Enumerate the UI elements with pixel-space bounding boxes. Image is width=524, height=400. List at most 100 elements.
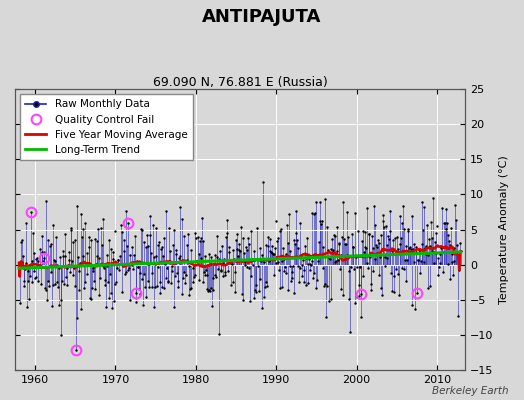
Point — [16, 260, 25, 267]
Point — [247, 228, 256, 234]
Point — [116, 253, 124, 260]
Point — [77, 306, 85, 312]
Point — [411, 249, 420, 256]
Point — [433, 223, 441, 229]
Point — [347, 253, 355, 259]
Point — [243, 247, 252, 253]
Point — [72, 203, 81, 210]
Point — [276, 228, 285, 234]
Point — [83, 250, 92, 256]
Point — [438, 244, 446, 250]
Point — [278, 284, 287, 290]
Point — [29, 230, 37, 236]
Point — [372, 242, 380, 248]
Point — [21, 220, 30, 226]
Point — [124, 267, 133, 274]
Point — [48, 303, 56, 310]
Point — [429, 194, 437, 201]
Point — [172, 251, 181, 258]
Point — [170, 304, 179, 310]
Point — [213, 254, 222, 260]
Point — [377, 231, 385, 238]
Point — [402, 242, 410, 249]
Point — [427, 218, 435, 225]
Point — [358, 238, 366, 245]
Point — [373, 250, 381, 256]
Point — [50, 281, 59, 287]
Point — [384, 233, 392, 240]
Point — [165, 225, 173, 231]
Point — [325, 298, 333, 304]
Point — [130, 233, 139, 239]
Point — [35, 262, 43, 268]
Point — [38, 248, 47, 255]
Point — [147, 249, 155, 256]
Point — [312, 284, 320, 291]
Point — [183, 256, 191, 263]
Point — [394, 270, 402, 277]
Point — [219, 260, 227, 266]
Point — [257, 252, 266, 258]
Point — [236, 247, 244, 254]
Point — [390, 288, 398, 295]
Point — [75, 286, 83, 293]
Point — [169, 242, 177, 249]
Point — [349, 244, 357, 250]
Point — [96, 274, 104, 281]
Point — [371, 256, 379, 262]
Point — [361, 229, 369, 235]
Point — [415, 246, 423, 253]
Point — [388, 248, 396, 254]
Point — [149, 254, 158, 260]
Point — [323, 283, 331, 290]
Point — [227, 260, 236, 266]
Point — [105, 236, 113, 243]
Point — [81, 220, 90, 226]
Point — [105, 295, 114, 302]
Point — [286, 262, 294, 269]
Point — [298, 272, 307, 279]
Point — [69, 239, 78, 245]
Point — [322, 224, 331, 231]
Point — [182, 272, 190, 278]
Point — [306, 267, 314, 273]
Point — [284, 287, 292, 294]
Point — [58, 252, 67, 259]
Point — [197, 255, 205, 261]
Point — [24, 267, 32, 274]
Point — [45, 283, 53, 290]
Point — [101, 282, 109, 288]
Point — [19, 278, 28, 284]
Point — [29, 250, 38, 257]
Point — [340, 236, 348, 242]
Point — [219, 273, 227, 279]
Point — [40, 254, 49, 261]
Point — [368, 233, 376, 240]
Point — [60, 280, 68, 287]
Point — [367, 280, 376, 287]
Point — [318, 265, 326, 271]
Point — [290, 289, 299, 296]
Point — [238, 291, 246, 297]
Point — [99, 216, 107, 223]
Point — [161, 261, 169, 267]
Point — [394, 246, 402, 252]
Point — [432, 230, 440, 236]
Point — [119, 236, 128, 243]
Point — [183, 231, 192, 237]
Point — [185, 292, 193, 298]
Point — [171, 272, 179, 279]
Point — [134, 264, 143, 270]
Point — [231, 269, 239, 276]
Point — [405, 245, 413, 251]
Point — [214, 331, 223, 337]
Point — [92, 261, 100, 267]
Point — [204, 288, 212, 294]
Title: 69.090 N, 76.881 E (Russia): 69.090 N, 76.881 E (Russia) — [152, 76, 328, 89]
Point — [407, 246, 415, 252]
Point — [36, 246, 45, 252]
Point — [445, 238, 453, 244]
Point — [34, 257, 42, 264]
Point — [302, 282, 311, 288]
Point — [130, 252, 138, 259]
